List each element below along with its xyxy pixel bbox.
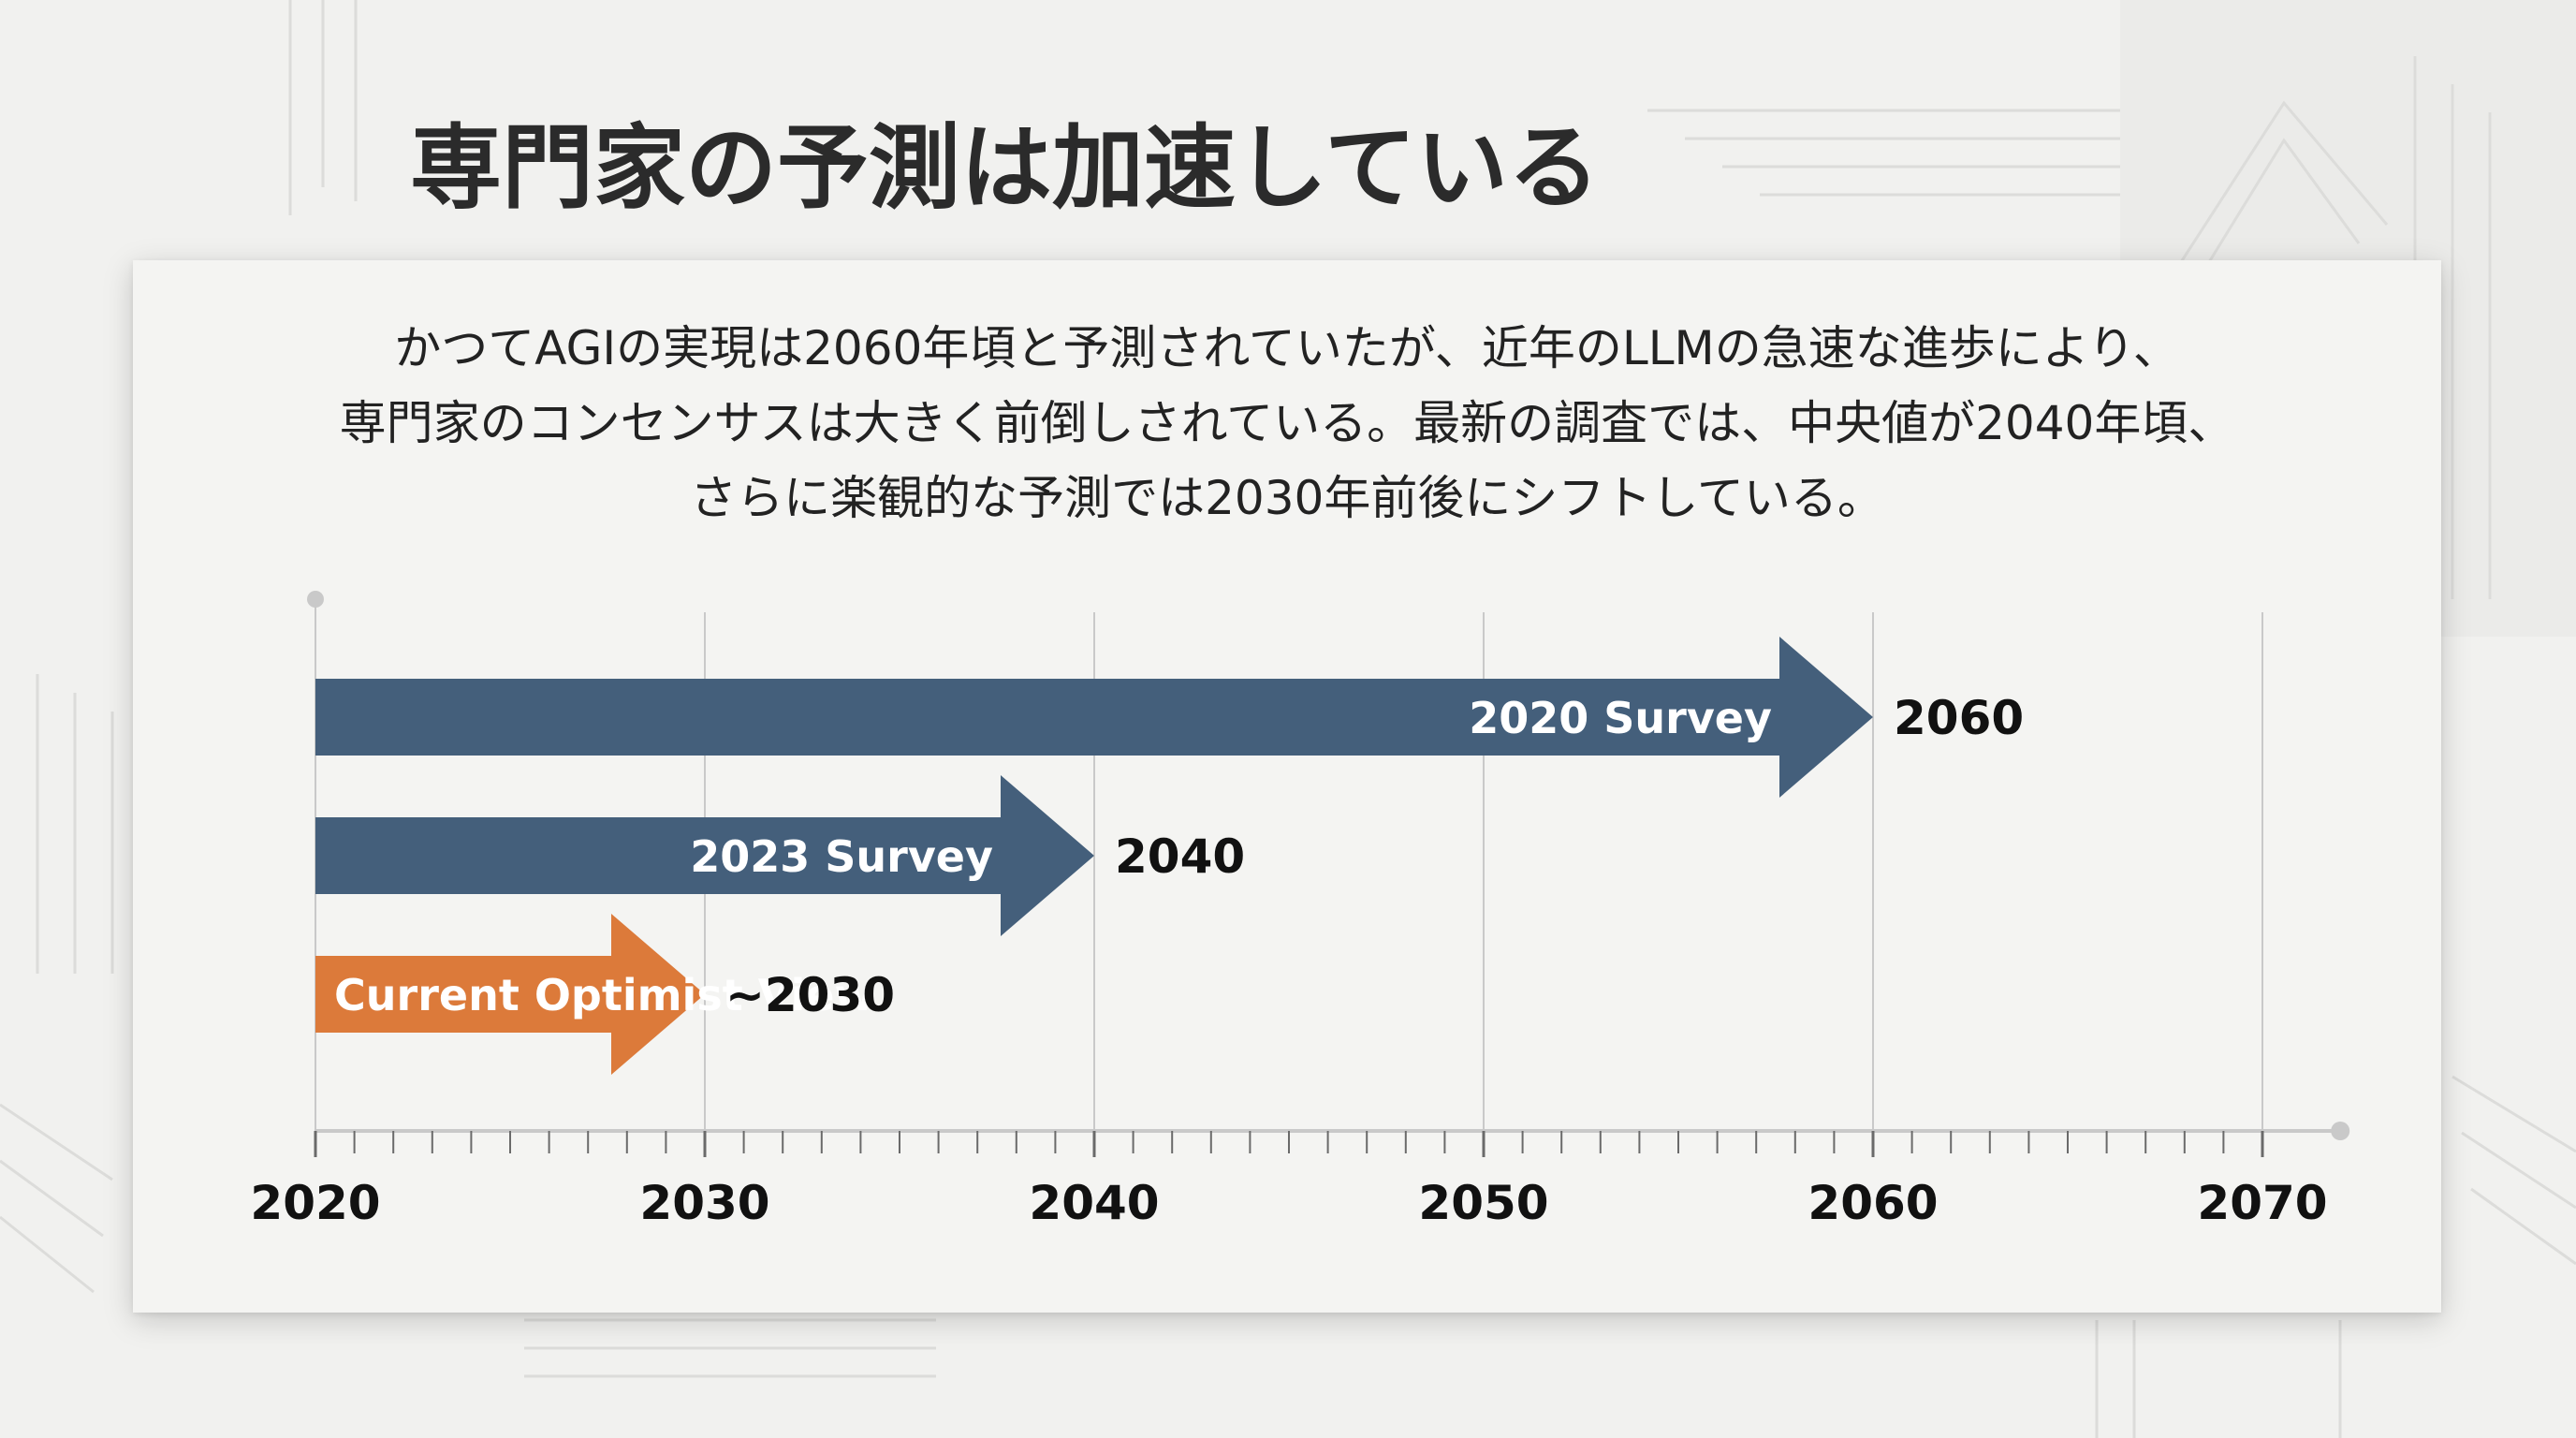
- axis-origin-dot: [307, 591, 324, 608]
- x-tick-label: 2040: [1029, 1176, 1159, 1230]
- x-tick-label: 2050: [1418, 1176, 1548, 1230]
- bar-label: Current Optimist View: [334, 970, 874, 1020]
- bar-arrow: [315, 637, 1873, 798]
- data-label: 2040: [1115, 829, 1245, 884]
- x-tick-label: 2030: [639, 1176, 769, 1230]
- bar-label: 2020 Survey: [1469, 693, 1772, 743]
- bar-label: 2023 Survey: [690, 831, 993, 882]
- bar-arrow: [315, 914, 705, 1075]
- description: かつてAGIの実現は2060年頃と予測されていたが、近年のLLMの急速な進歩によ…: [133, 311, 2441, 536]
- timeline-chart: 2020 2030 2040 2050 2060 2070 2020 Survey 2060 2…: [250, 591, 2350, 1230]
- x-tick-label: 2020: [250, 1176, 380, 1230]
- data-label: 2060: [1894, 691, 2024, 745]
- axis-end-dot: [2331, 1122, 2350, 1140]
- description-line: 専門家のコンセンサスは大きく前倒しされている。最新の調査では、中央値が2040年…: [339, 396, 2235, 450]
- bar-arrow: [315, 775, 1094, 936]
- content-card: かつてAGIの実現は2060年頃と予測されていたが、近年のLLMの急速な進歩によ…: [133, 260, 2441, 1313]
- description-line: かつてAGIの実現は2060年頃と予測されていたが、近年のLLMの急速な進歩によ…: [394, 321, 2180, 375]
- x-tick-label: 2070: [2197, 1176, 2327, 1230]
- x-tick-label: 2060: [1808, 1176, 1938, 1230]
- data-label: ~2030: [725, 968, 895, 1022]
- description-line: さらに楽観的な予測では2030年前後にシフトしている。: [690, 471, 1884, 525]
- page-title: 専門家の予測は加速している: [410, 115, 1601, 222]
